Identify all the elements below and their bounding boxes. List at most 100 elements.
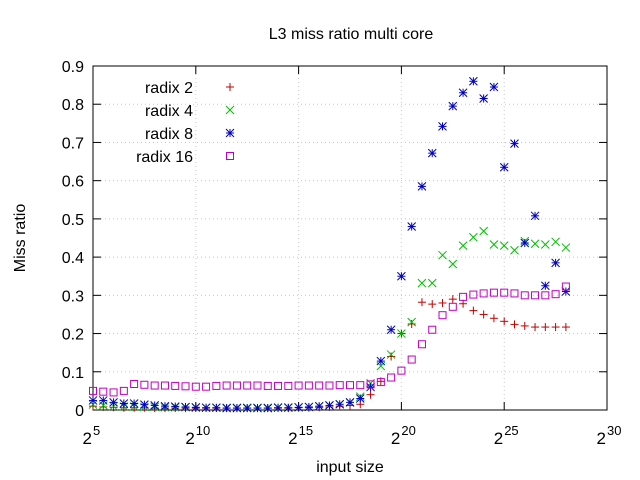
data-point bbox=[417, 182, 427, 191]
data-point bbox=[489, 288, 498, 297]
series-radix-8 bbox=[88, 76, 571, 413]
data-point bbox=[88, 396, 98, 405]
data-point bbox=[428, 325, 437, 334]
data-point bbox=[438, 122, 447, 131]
data-point bbox=[479, 310, 488, 319]
data-point bbox=[263, 381, 272, 390]
data-point bbox=[283, 403, 293, 413]
data-point bbox=[469, 76, 478, 86]
legend-marker bbox=[225, 105, 235, 115]
x-tick-base: 2 bbox=[288, 429, 297, 448]
data-point bbox=[212, 381, 221, 390]
data-point bbox=[129, 399, 139, 408]
data-point bbox=[469, 232, 478, 242]
y-tick-label: 0.8 bbox=[62, 97, 84, 114]
axis-ticks bbox=[92, 65, 608, 411]
data-point bbox=[459, 299, 468, 308]
data-point bbox=[520, 238, 530, 248]
data-point bbox=[222, 381, 231, 390]
x-tick-base: 2 bbox=[83, 429, 92, 448]
data-point bbox=[530, 239, 540, 249]
data-point bbox=[397, 366, 406, 375]
data-point bbox=[459, 292, 468, 301]
data-point bbox=[427, 278, 437, 288]
legend-marker bbox=[225, 128, 235, 138]
data-point bbox=[355, 394, 365, 403]
data-point bbox=[191, 402, 201, 412]
data-point bbox=[109, 398, 118, 407]
data-point bbox=[551, 258, 560, 268]
data-point bbox=[397, 329, 406, 338]
data-point bbox=[499, 162, 509, 172]
data-point bbox=[428, 300, 437, 309]
x-tick-base: 2 bbox=[391, 429, 400, 448]
data-point bbox=[376, 356, 386, 366]
legend: radix 2 radix 4 radix 8 radix 16 bbox=[136, 80, 235, 166]
data-point bbox=[170, 402, 180, 411]
x-tick-exponent: 5 bbox=[93, 423, 100, 438]
data-point bbox=[489, 240, 499, 249]
y-tick-label: 0.1 bbox=[62, 365, 84, 382]
data-point bbox=[387, 352, 396, 361]
data-point bbox=[109, 388, 118, 397]
y-tick-label: 0.6 bbox=[62, 174, 84, 191]
data-point bbox=[540, 281, 550, 291]
grid bbox=[93, 66, 607, 410]
data-point bbox=[314, 401, 324, 411]
data-point bbox=[386, 325, 396, 335]
data-point bbox=[150, 401, 160, 410]
data-point bbox=[561, 243, 571, 252]
y-tick-label: 0.9 bbox=[62, 59, 84, 76]
data-point bbox=[407, 317, 417, 327]
data-point bbox=[304, 402, 314, 412]
x-tick-label: 2 10 bbox=[185, 423, 210, 448]
data-point bbox=[243, 381, 252, 390]
y-tick-label: 0 bbox=[75, 403, 84, 420]
data-point bbox=[479, 226, 488, 236]
x-tick-label: 2 30 bbox=[597, 423, 622, 448]
data-point bbox=[212, 403, 221, 413]
data-point bbox=[119, 386, 128, 395]
data-point bbox=[417, 278, 427, 288]
data-point bbox=[366, 380, 375, 389]
data-point bbox=[325, 381, 334, 390]
data-point bbox=[407, 355, 416, 364]
data-point bbox=[458, 88, 468, 98]
data-point bbox=[253, 381, 262, 390]
data-point bbox=[551, 323, 560, 332]
data-point bbox=[551, 237, 560, 247]
data-point bbox=[284, 381, 293, 390]
x-tick-base: 2 bbox=[494, 429, 503, 448]
x-tick-exponent: 20 bbox=[401, 423, 415, 438]
data-point bbox=[88, 400, 98, 410]
data-point bbox=[335, 399, 345, 409]
data-point bbox=[130, 380, 139, 389]
data-point bbox=[294, 402, 303, 412]
data-point bbox=[407, 222, 417, 231]
x-tick-exponent: 30 bbox=[607, 423, 621, 438]
y-tick-label: 0.4 bbox=[62, 250, 84, 267]
y-tick-label: 0.2 bbox=[62, 327, 84, 344]
data-point bbox=[531, 291, 540, 300]
x-tick-base: 2 bbox=[597, 429, 606, 448]
x-tick-base: 2 bbox=[185, 429, 194, 448]
data-point bbox=[510, 139, 519, 148]
y-tick-label: 0.7 bbox=[62, 135, 84, 152]
legend-item: radix 4 bbox=[145, 103, 235, 120]
data-point bbox=[232, 403, 242, 413]
data-point bbox=[561, 323, 570, 332]
data-point bbox=[510, 289, 519, 298]
data-point bbox=[325, 401, 334, 410]
data-point bbox=[438, 298, 447, 307]
legend-item: radix 8 bbox=[145, 126, 235, 143]
data-point bbox=[181, 402, 190, 412]
data-point bbox=[202, 382, 211, 391]
data-point bbox=[479, 94, 488, 103]
data-point bbox=[181, 382, 190, 391]
data-point bbox=[530, 211, 540, 221]
data-point bbox=[304, 381, 313, 390]
series-radix-16 bbox=[89, 282, 570, 397]
x-tick-exponent: 15 bbox=[299, 423, 313, 438]
